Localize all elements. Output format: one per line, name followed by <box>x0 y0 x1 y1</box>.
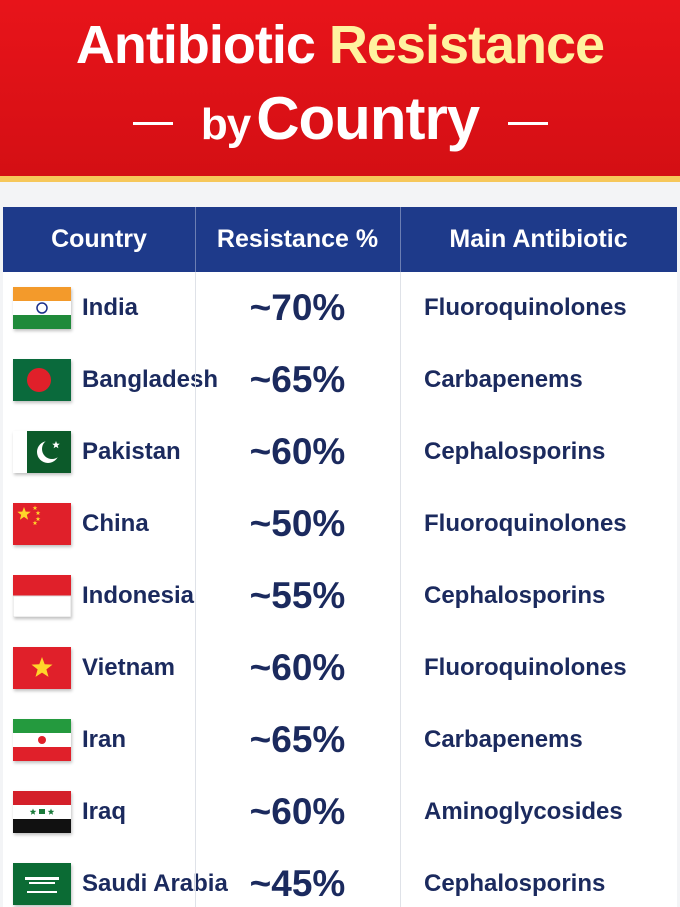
separator <box>400 272 401 344</box>
flag-icon <box>13 863 71 905</box>
country-name: China <box>82 510 149 537</box>
flag-icon <box>13 287 71 329</box>
column-header: Resistance % <box>216 225 379 253</box>
country-name: Iraq <box>82 798 127 825</box>
flag-icon <box>13 359 71 401</box>
table-row: India ~70% Fluoroquinolones <box>3 272 677 345</box>
separator <box>400 560 401 632</box>
dash <box>133 122 173 125</box>
separator <box>400 344 401 416</box>
separator <box>195 776 196 848</box>
separator <box>195 416 196 488</box>
separator <box>400 632 401 704</box>
flag <box>13 287 71 329</box>
flag <box>13 359 71 401</box>
divider <box>0 176 680 182</box>
flag <box>13 431 71 473</box>
separator <box>400 848 401 907</box>
title: Antibiotic Resistance <box>0 14 680 76</box>
main-antibiotic: Carbapenems <box>424 726 583 753</box>
resistance-value: ~60% <box>249 431 346 472</box>
resistance-value: ~65% <box>249 359 346 400</box>
main-antibiotic: Carbapenems <box>424 366 583 393</box>
main-antibiotic: Cephalosporins <box>424 438 606 465</box>
resistance-value: ~50% <box>249 503 346 544</box>
resistance-value: ~60% <box>249 647 346 688</box>
resistance-value: ~70% <box>249 287 346 328</box>
table-row: China ~50% Fluoroquinolones <box>3 488 677 561</box>
flag-icon <box>13 503 71 545</box>
subtitle-part: Country <box>256 85 480 152</box>
separator <box>400 776 401 848</box>
country-name: Vietnam <box>82 654 175 681</box>
column-header: Country <box>51 225 147 253</box>
flag <box>13 575 71 617</box>
separator <box>400 488 401 560</box>
flag-icon <box>13 431 71 473</box>
country-name: Iran <box>82 726 127 753</box>
separator <box>195 344 196 416</box>
flag <box>13 719 71 761</box>
dash <box>508 122 548 125</box>
separator <box>195 207 196 272</box>
separator <box>195 560 196 632</box>
main-antibiotic: Cephalosporins <box>424 870 606 897</box>
main-antibiotic: Cephalosporins <box>424 582 606 609</box>
separator <box>195 632 196 704</box>
main-antibiotic: Fluoroquinolones <box>424 294 627 321</box>
table-row: Indonesia ~55% Cephalosporins <box>3 560 677 633</box>
table-row: Saudi Arabia ~45% Cephalosporins <box>3 848 677 907</box>
main-antibiotic: Fluoroquinolones <box>424 510 627 537</box>
table-row: Pakistan ~60% Cephalosporins <box>3 416 677 489</box>
country-name: Indonesia <box>82 582 195 609</box>
table-row: Iraq ~60% Aminoglycosides <box>3 776 677 849</box>
resistance-value: ~45% <box>249 863 346 904</box>
separator <box>400 207 401 272</box>
flag-icon <box>13 719 71 761</box>
country-name: Saudi Arabia <box>82 870 228 897</box>
flag <box>13 647 71 689</box>
flag <box>13 503 71 545</box>
flag <box>13 791 71 833</box>
country-name: Pakistan <box>82 438 181 465</box>
subtitle: by Country <box>0 84 680 153</box>
title-part: Antibiotic <box>75 15 316 75</box>
separator <box>195 488 196 560</box>
table-row: Iran ~65% Carbapenems <box>3 704 677 777</box>
resistance-value: ~55% <box>249 575 346 616</box>
column-header: Main Antibiotic <box>449 225 628 253</box>
main-antibiotic: Aminoglycosides <box>424 798 623 825</box>
country-name: India <box>82 294 139 321</box>
separator <box>195 848 196 907</box>
table-row: Vietnam ~60% Fluoroquinolones <box>3 632 677 705</box>
flag <box>13 863 71 905</box>
resistance-value: ~60% <box>249 791 346 832</box>
flag-icon <box>13 647 71 689</box>
separator <box>400 704 401 776</box>
table-header: Country Resistance % Main Antibiotic <box>3 207 677 272</box>
resistance-value: ~65% <box>249 719 346 760</box>
title-highlight: Resistance <box>328 15 605 75</box>
flag-icon <box>13 791 71 833</box>
separator <box>195 272 196 344</box>
table-row: Bangladesh ~65% Carbapenems <box>3 344 677 417</box>
table: Country Resistance % Main Antibiotic Ind… <box>3 207 677 907</box>
subtitle-part: by <box>200 100 251 149</box>
main-antibiotic: Fluoroquinolones <box>424 654 627 681</box>
header-banner: Antibiotic Resistance by Country <box>0 0 680 176</box>
separator <box>400 416 401 488</box>
separator <box>195 704 196 776</box>
flag-icon <box>13 575 71 617</box>
